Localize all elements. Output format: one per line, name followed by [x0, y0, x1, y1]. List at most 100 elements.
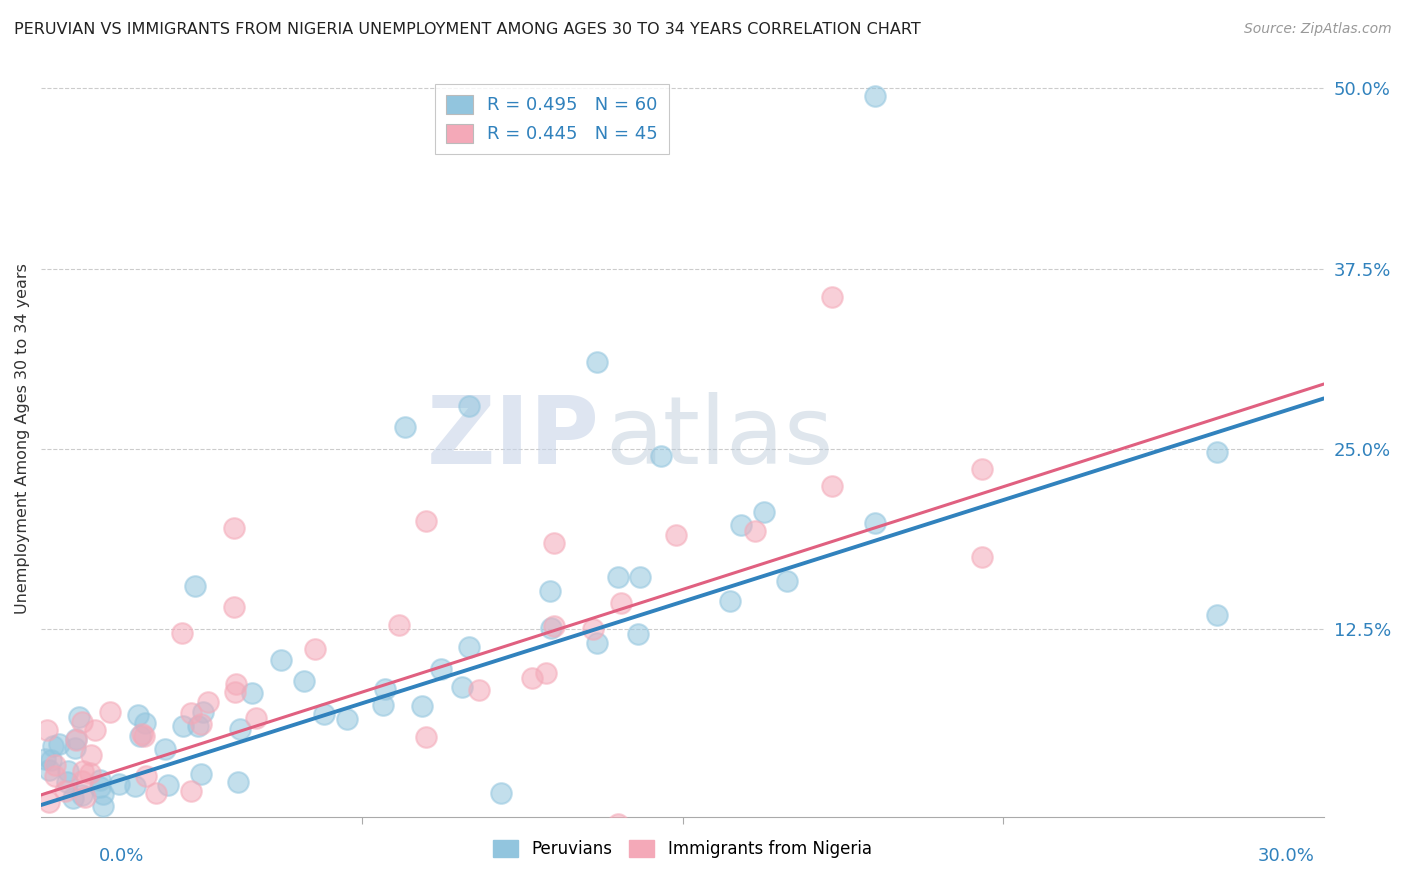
Point [135, 769, 157, 783]
Point [80, 747, 103, 762]
Point [304, 641, 326, 656]
Point [229, 722, 252, 736]
Point [65, 733, 87, 747]
Text: atlas: atlas [606, 392, 834, 484]
Text: PERUVIAN VS IMMIGRANTS FROM NIGERIA UNEMPLOYMENT AMONG AGES 30 TO 34 YEARS CORRE: PERUVIAN VS IMMIGRANTS FROM NIGERIA UNEM… [14, 22, 921, 37]
Point [411, 698, 433, 713]
Point [222, 600, 245, 615]
Point [543, 535, 565, 549]
Point [91, 787, 114, 801]
Y-axis label: Unemployment Among Ages 30 to 34 years: Unemployment Among Ages 30 to 34 years [15, 262, 30, 614]
Point [606, 570, 628, 584]
Legend: R = 0.495   N = 60, R = 0.445   N = 45: R = 0.495 N = 60, R = 0.445 N = 45 [434, 84, 669, 154]
Point [38, 763, 60, 777]
Point [388, 618, 411, 632]
Point [415, 514, 437, 528]
Point [821, 291, 844, 305]
Point [56, 764, 79, 779]
Point [108, 777, 131, 791]
Point [191, 705, 214, 719]
Point [270, 653, 292, 667]
Point [522, 672, 544, 686]
Point [457, 640, 479, 654]
Point [70, 714, 93, 729]
Point [540, 620, 562, 634]
Point [970, 549, 993, 564]
Point [970, 462, 993, 476]
Point [98, 705, 121, 719]
Point [240, 686, 263, 700]
Point [131, 727, 153, 741]
Point [536, 666, 558, 681]
Point [65, 741, 87, 756]
Point [222, 521, 245, 535]
Point [586, 355, 609, 369]
Point [44, 758, 66, 772]
Point [197, 695, 219, 709]
Point [754, 504, 776, 518]
Point [89, 780, 111, 794]
Point [67, 710, 90, 724]
Point [245, 711, 267, 725]
Point [145, 786, 167, 800]
Point [79, 766, 101, 780]
Point [225, 677, 247, 691]
Point [127, 707, 149, 722]
Point [72, 764, 94, 779]
Point [89, 772, 111, 787]
Point [48, 737, 70, 751]
Point [543, 619, 565, 633]
Point [132, 729, 155, 743]
Point [180, 784, 202, 798]
Point [153, 741, 176, 756]
Point [83, 723, 105, 737]
Point [373, 698, 395, 712]
Point [170, 625, 193, 640]
Point [718, 594, 741, 608]
Point [336, 712, 359, 726]
Point [124, 779, 146, 793]
Point [650, 449, 672, 463]
Point [491, 786, 513, 800]
Point [430, 662, 453, 676]
Point [607, 816, 630, 830]
Point [44, 769, 66, 783]
Point [53, 784, 76, 798]
Point [394, 420, 416, 434]
Point [62, 791, 84, 805]
Point [586, 636, 609, 650]
Point [157, 778, 180, 792]
Point [538, 584, 561, 599]
Point [582, 622, 605, 636]
Text: 0.0%: 0.0% [98, 847, 143, 864]
Text: 30.0%: 30.0% [1258, 847, 1315, 864]
Point [38, 795, 60, 809]
Point [863, 88, 886, 103]
Point [70, 773, 93, 788]
Point [56, 775, 79, 789]
Point [134, 715, 156, 730]
Point [1206, 445, 1229, 459]
Point [180, 706, 202, 720]
Point [628, 570, 651, 584]
Text: Source: ZipAtlas.com: Source: ZipAtlas.com [1244, 22, 1392, 37]
Point [41, 739, 63, 753]
Point [451, 680, 474, 694]
Point [744, 524, 766, 538]
Point [35, 723, 58, 738]
Point [863, 516, 886, 531]
Point [190, 767, 212, 781]
Point [730, 517, 752, 532]
Point [609, 596, 631, 610]
Point [457, 399, 479, 413]
Point [374, 682, 396, 697]
Point [665, 528, 688, 542]
Point [129, 729, 152, 743]
Point [91, 799, 114, 814]
Point [172, 719, 194, 733]
Point [41, 753, 63, 767]
Text: ZIP: ZIP [426, 392, 599, 484]
Point [187, 719, 209, 733]
Point [627, 627, 650, 641]
Point [468, 683, 491, 698]
